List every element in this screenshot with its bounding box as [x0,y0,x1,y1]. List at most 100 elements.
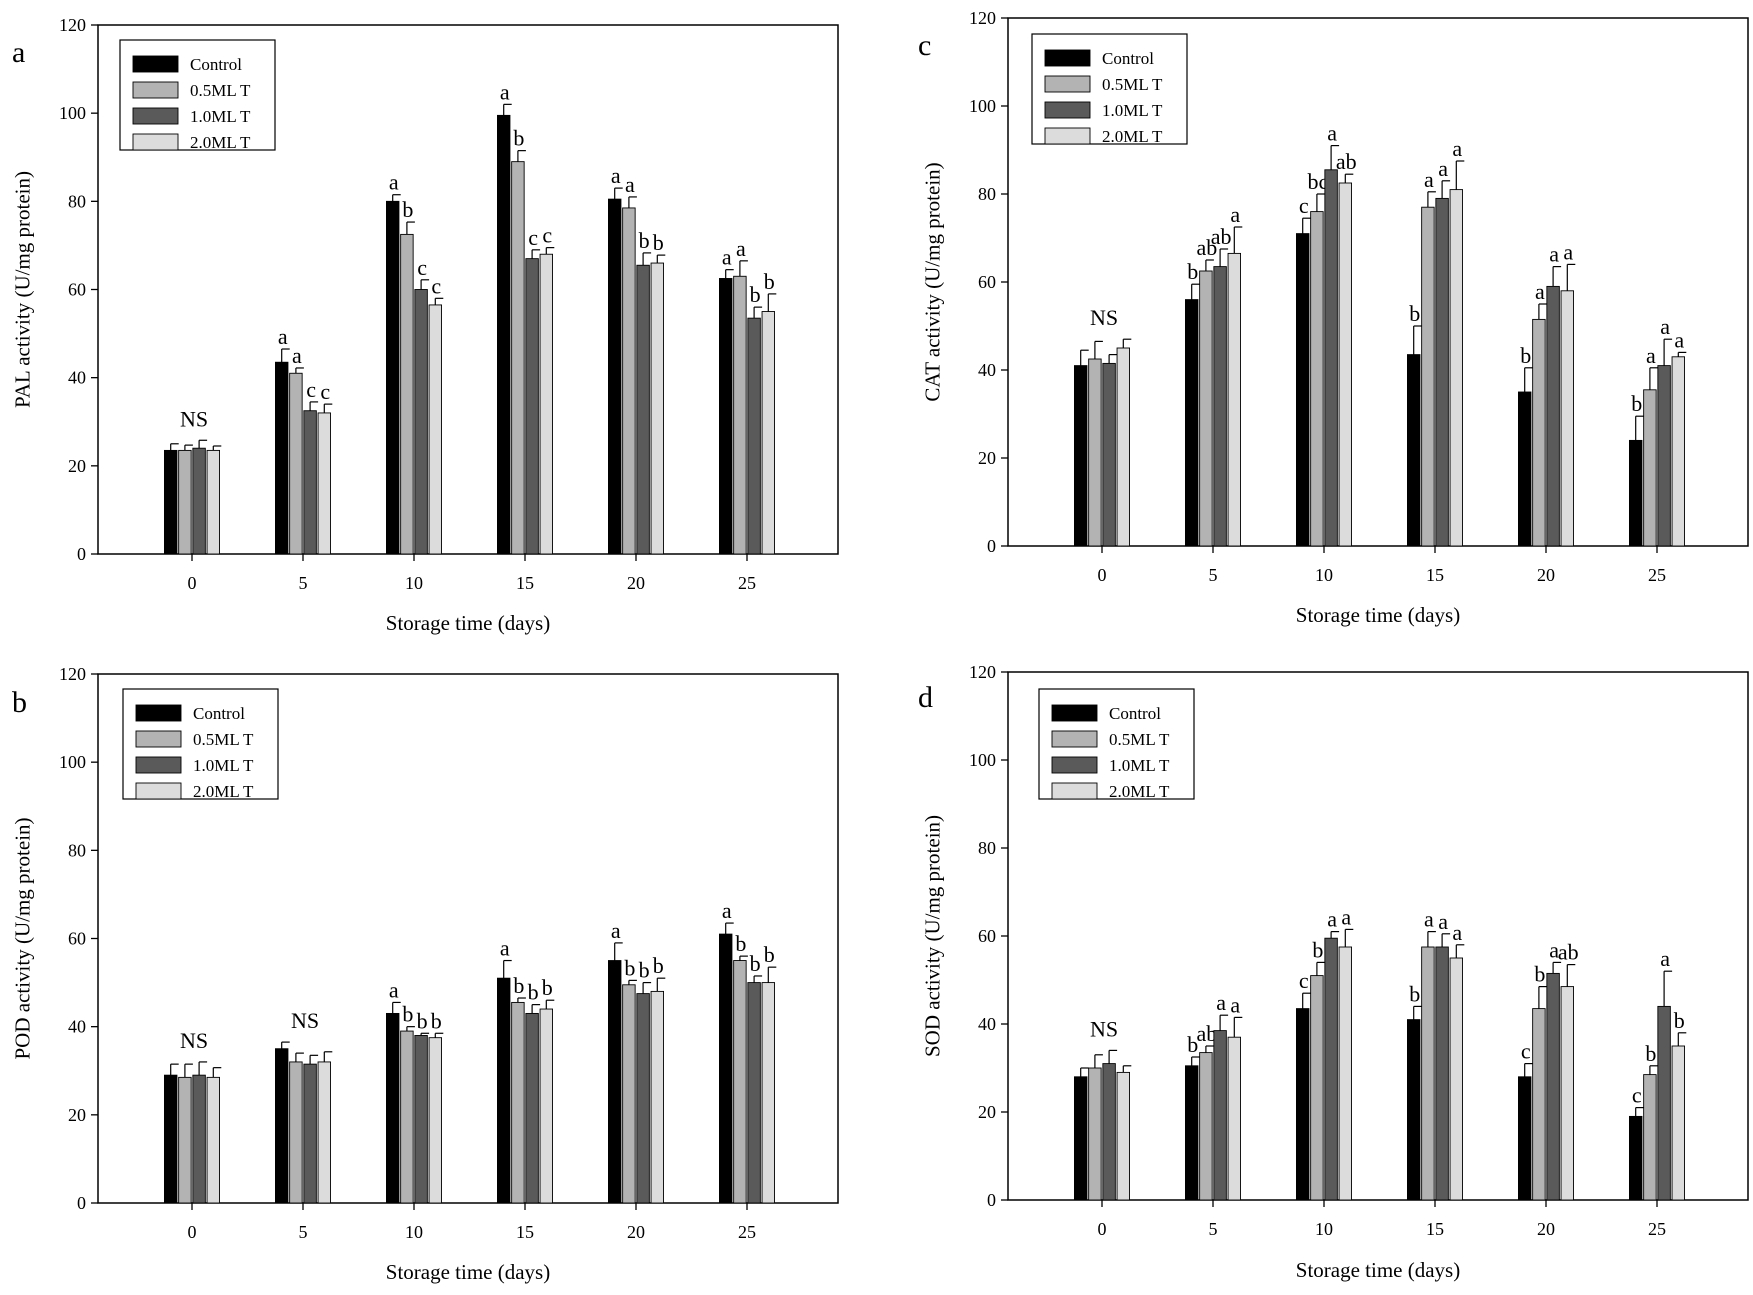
bar [1295,233,1310,547]
legend-label: Control [1102,49,1154,68]
bar [275,1048,289,1204]
significance-label: c [431,273,441,298]
significance-label: a [1327,907,1337,932]
bar [539,1008,553,1204]
bar [1421,946,1435,1201]
significance-label: c [306,377,316,402]
bar [1088,1067,1102,1201]
bar [608,960,622,1204]
panel-letter: b [12,686,27,719]
bar [414,289,428,555]
legend-swatch [1051,782,1098,800]
bar [761,982,775,1204]
significance-label: a [1660,946,1670,971]
x-axis-title: Storage time (days) [1296,603,1460,627]
significance-label: ab [1336,149,1357,174]
bar [1102,362,1116,547]
significance-label: c [417,255,427,280]
legend-swatch [132,81,179,99]
bar [1227,252,1242,547]
significance-label: a [1674,327,1684,352]
significance-label: a [1563,239,1573,264]
significance-label: a [1646,343,1656,368]
y-tick-label: 80 [978,184,996,204]
bar [1338,182,1353,547]
bar [317,1061,331,1204]
panel-letter: d [918,681,933,714]
bar [539,253,553,555]
significance-label: b [1409,301,1420,326]
bar [1116,1071,1131,1201]
bar [1184,299,1199,547]
legend-swatch [132,133,179,151]
significance-label: b [624,955,635,980]
bar [1073,1076,1088,1201]
legend-swatch [1051,730,1098,748]
x-tick-label: 15 [1426,565,1444,585]
legend: Control 0.5ML T 1.0ML T 2.0ML T [1031,33,1188,146]
bar [178,1076,192,1204]
x-tick-label: 5 [299,1222,308,1242]
y-tick-label: 20 [978,1102,996,1122]
bar [1310,211,1324,547]
bar [761,311,775,555]
y-tick-label: 40 [978,1014,996,1034]
bar [192,447,206,555]
significance-label: b [1631,391,1642,416]
y-axis-title: SOD activity (U/mg protein) [920,815,944,1057]
panel-letter: c [918,29,931,62]
y-tick-label: 20 [68,1105,86,1125]
bar [386,200,400,555]
significance-label: b [431,1008,442,1033]
legend-label: 0.5ML T [190,81,251,100]
significance-label: b [513,973,524,998]
significance-label: a [500,79,510,104]
x-axis-title: Storage time (days) [386,611,550,635]
significance-label: a [1452,920,1462,945]
bar [1628,439,1643,547]
significance-label: a [625,172,635,197]
significance-label: b [542,975,553,1000]
bar [1532,1008,1546,1201]
bar [1199,270,1213,547]
bar [1227,1036,1242,1201]
significance-label: c [320,379,330,404]
significance-label: a [1452,136,1462,161]
x-tick-label: 20 [627,573,645,593]
legend-label: 0.5ML T [193,730,254,749]
panel-letter: a [12,36,25,69]
legend-swatch [132,107,179,125]
bar [497,114,511,555]
y-tick-label: 120 [59,664,86,684]
bar [289,1061,303,1204]
x-tick-label: 25 [738,1222,756,1242]
bar [1671,356,1686,547]
legend: Control 0.5ML T 1.0ML T 2.0ML T [122,688,279,801]
bar [317,412,331,555]
x-tick-label: 0 [1098,565,1107,585]
legend-label: 1.0ML T [190,107,251,126]
x-tick-label: 15 [516,573,534,593]
significance-label: a [1424,907,1434,932]
bar [511,161,525,555]
significance-label: a [278,324,288,349]
legend-swatch [1044,127,1091,145]
bar [303,1063,317,1204]
legend-swatch [1044,101,1091,119]
significance-label: b [1674,1008,1685,1033]
significance-label: b [750,951,761,976]
y-tick-label: 40 [68,1017,86,1037]
bar [303,410,317,555]
significance-label: c [542,223,552,248]
significance-label: a [1216,990,1226,1015]
significance-label: b [1409,981,1420,1006]
significance-label: a [500,936,510,961]
x-tick-label: 20 [1537,565,1555,585]
bar [650,990,664,1204]
significance-label: b [653,230,664,255]
bar [163,1074,178,1204]
bar [1517,1076,1532,1201]
y-axis-title: CAT activity (U/mg protein) [920,162,944,401]
